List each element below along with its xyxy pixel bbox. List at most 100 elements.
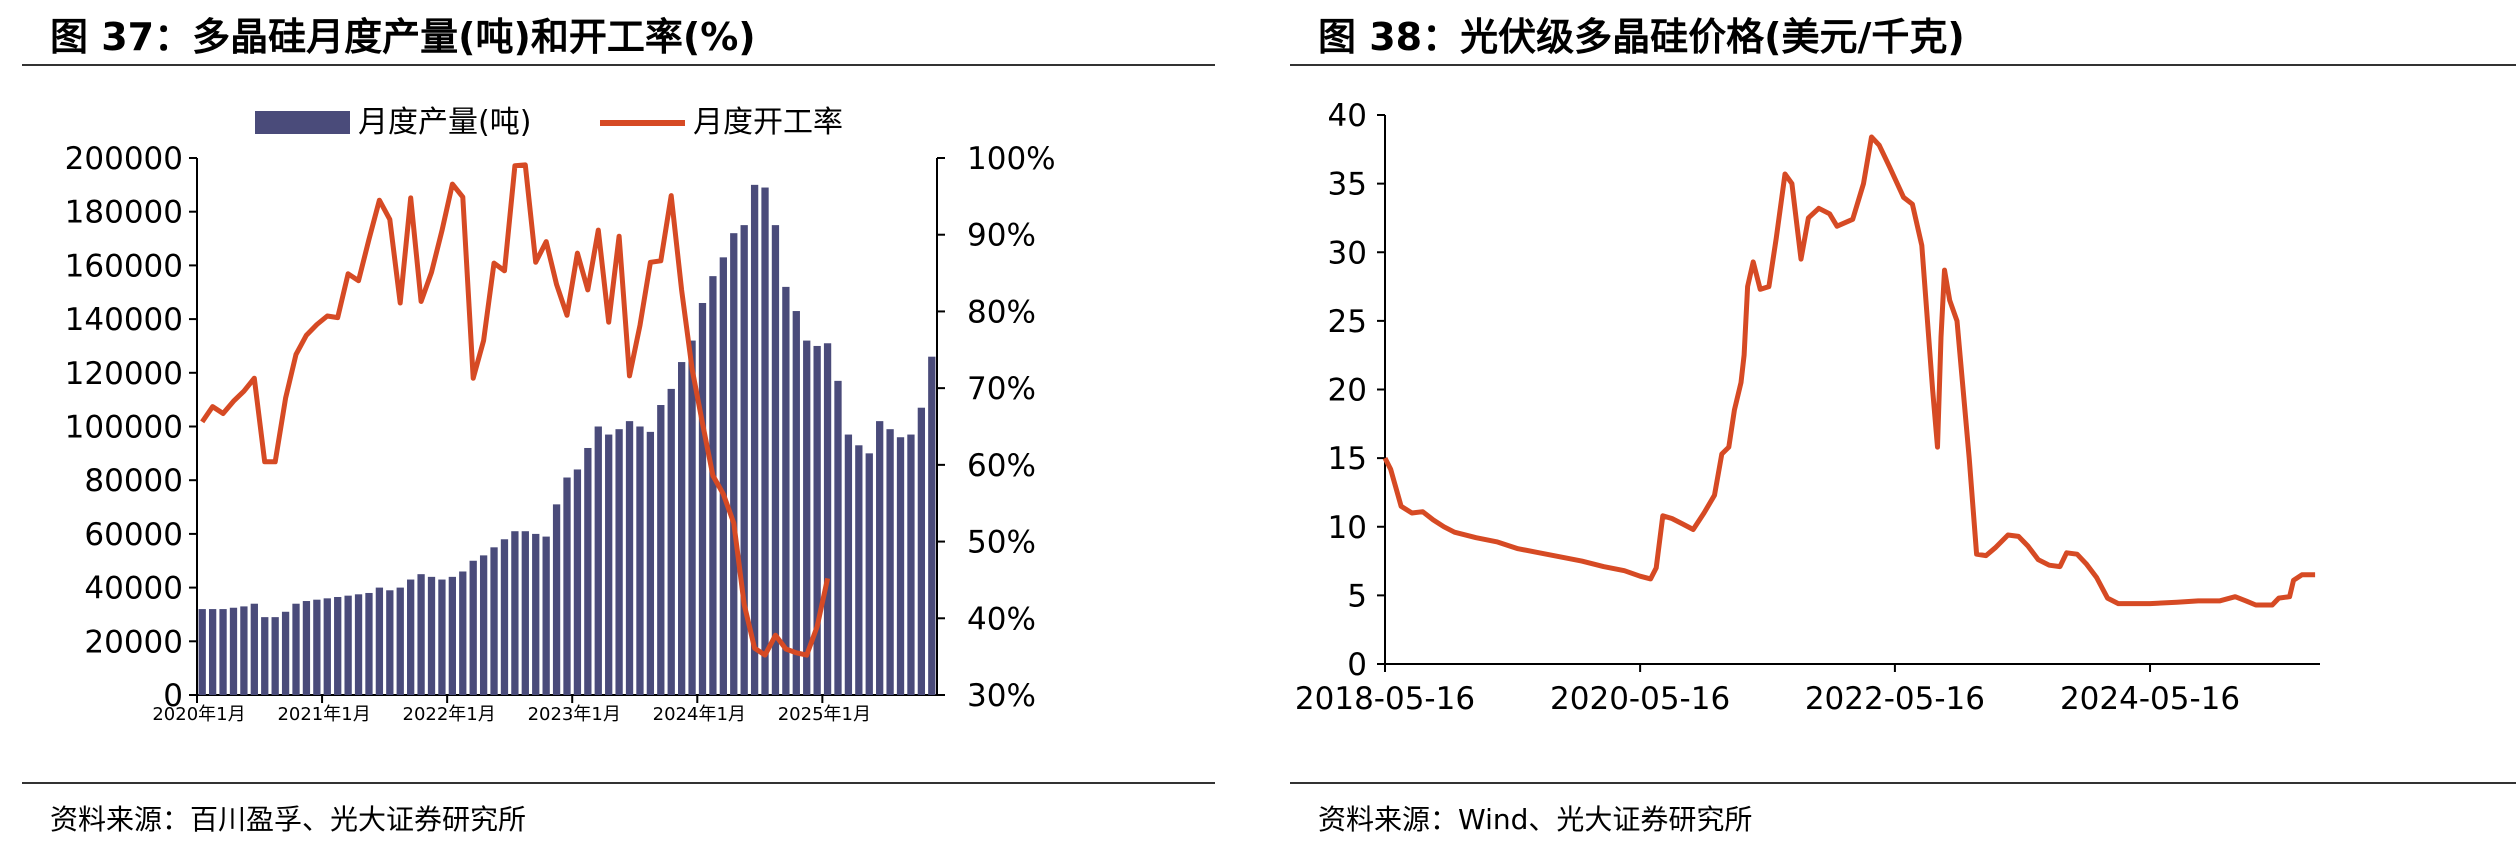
y-tick-label: 25: [1328, 304, 1367, 340]
bar: [532, 533, 540, 695]
y-tick-label-left: 160000: [65, 248, 183, 284]
y-tick-label-left: 200000: [65, 141, 183, 177]
bar: [281, 611, 290, 695]
y-tick-label: 15: [1328, 441, 1367, 477]
bar: [448, 576, 456, 695]
bar: [417, 574, 425, 695]
bar: [521, 531, 529, 695]
bar: [657, 405, 665, 695]
title-rule: [22, 64, 1215, 66]
bar: [625, 421, 634, 695]
x-tick-label: 2025年1月: [778, 704, 871, 725]
bar: [886, 429, 894, 695]
y-tick-label: 30: [1328, 235, 1367, 271]
bar: [584, 447, 592, 695]
bar: [438, 579, 446, 695]
bar: [615, 429, 623, 695]
bar: [750, 184, 759, 695]
y-tick-label-right: 30%: [967, 678, 1036, 714]
bar: [698, 302, 707, 695]
bar: [813, 345, 821, 695]
chart-polysilicon-price: 0 5 10 15 20 25 30 35 40 2018-05-16 2020-05-16 2022…: [1295, 98, 2320, 717]
x-tick-label: 2021年1月: [277, 704, 370, 725]
bar: [386, 590, 394, 695]
y-tick-label: 40: [1328, 98, 1367, 134]
bar: [375, 587, 384, 695]
x-tick-label: 2022-05-16: [1805, 681, 1985, 717]
bar: [542, 536, 550, 695]
figure-title: 图 38：光伏级多晶硅价格(美元/千克): [1318, 15, 1965, 59]
y-tick-label-right: 50%: [967, 525, 1036, 561]
bar: [292, 603, 300, 695]
y-tick-label-right: 100%: [967, 141, 1056, 177]
legend-label-utilization: 月度开工率: [693, 105, 843, 140]
bar: [479, 555, 488, 695]
x-tick-label: 2018-05-16: [1295, 681, 1475, 717]
bar: [354, 594, 363, 695]
bar: [896, 437, 905, 695]
x-tick-label: 2024-05-16: [2060, 681, 2240, 717]
y-tick-label-right: 70%: [967, 371, 1036, 407]
bar: [250, 603, 258, 695]
bar: [646, 431, 655, 695]
bar: [855, 445, 863, 695]
panel-polysilicon-price: 图 38：光伏级多晶硅价格(美元/千克) 0 5 10 15 20 25 30 35 40 201…: [1268, 0, 2516, 851]
x-tick-label: 2024年1月: [653, 704, 746, 725]
bar: [344, 595, 352, 695]
bar: [876, 421, 884, 695]
legend-label-production: 月度产量(吨): [358, 105, 531, 140]
y-tick-label-right: 90%: [967, 218, 1036, 254]
bar: [865, 453, 873, 695]
bar: [792, 311, 800, 695]
y-tick-label-left: 60000: [84, 517, 183, 553]
bar: [678, 362, 686, 695]
y-tick-label: 20: [1328, 373, 1367, 409]
y-tick-label-left: 100000: [65, 410, 183, 446]
bar: [313, 599, 321, 695]
bar: [688, 340, 696, 695]
bar: [511, 531, 519, 695]
chart-production-utilization: 0 20000 40000 60000 80000 100000 120000 140000 1…: [65, 105, 1056, 725]
bar: [907, 434, 915, 695]
y-tick-label-left: 0: [163, 678, 183, 714]
bar: [240, 606, 248, 695]
bar: [427, 576, 436, 695]
x-tick-label: 2020年1月: [152, 704, 245, 725]
bar: [323, 598, 331, 695]
bar: [552, 504, 561, 695]
bar: [219, 609, 227, 695]
y-tick-label-left: 180000: [65, 195, 183, 231]
bar: [469, 560, 477, 695]
bar: [490, 547, 498, 695]
bar: [605, 434, 613, 695]
y-tick-label-left: 40000: [84, 571, 183, 607]
bar: [928, 356, 936, 695]
y-tick-label: 0: [1347, 647, 1367, 683]
bar: [844, 434, 853, 695]
bar: [823, 343, 832, 695]
bar: [740, 225, 748, 695]
source-rule: [22, 782, 1215, 784]
y-tick-label-right: 60%: [967, 448, 1036, 484]
y-tick-label-right: 40%: [967, 601, 1036, 637]
y-tick-label-left: 140000: [65, 302, 183, 338]
bar: [365, 592, 373, 695]
x-tick-label: 2020-05-16: [1550, 681, 1730, 717]
source-note: 资料来源：百川盈孚、光大证券研究所: [50, 803, 527, 836]
bar: [594, 426, 602, 695]
bar: [636, 426, 644, 695]
bar: [271, 617, 279, 695]
bar: [834, 380, 842, 695]
legend-swatch-production: [255, 111, 350, 134]
bar: [719, 257, 727, 695]
x-tick-label: 2023年1月: [528, 704, 621, 725]
bar: [396, 587, 404, 695]
title-rule: [1290, 64, 2516, 66]
x-tick-label: 2022年1月: [403, 704, 496, 725]
y-tick-label: 10: [1328, 510, 1367, 546]
bar: [459, 571, 467, 695]
source-rule: [1290, 782, 2516, 784]
bar: [803, 340, 811, 695]
figure-title: 图 37：多晶硅月度产量(吨)和开工率(%): [50, 15, 756, 59]
bar: [208, 609, 217, 695]
